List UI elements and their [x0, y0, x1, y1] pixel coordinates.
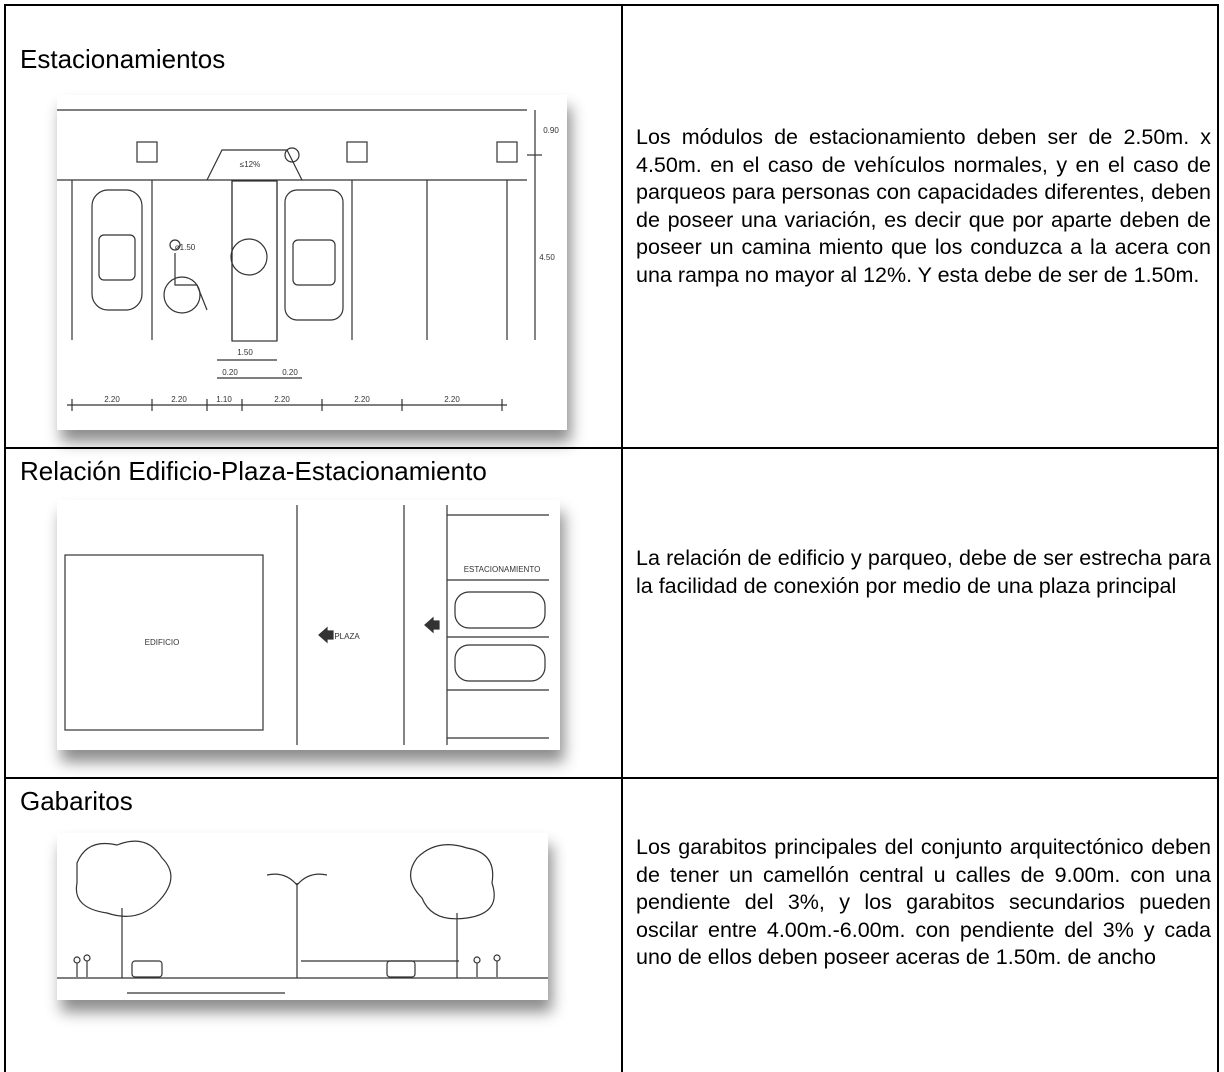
border: [4, 4, 6, 1072]
row-description: Los módulos de estacionamiento deben ser…: [636, 125, 1211, 287]
row-title: Gabaritos: [20, 786, 133, 816]
drawing-label: 2.20: [274, 395, 290, 404]
gabarito-drawing: [57, 833, 548, 1000]
row-title: Relación Edificio-Plaza-Estacionamiento: [20, 456, 487, 486]
drawing-label: 0.20: [222, 368, 238, 377]
drawing-label: PLAZA: [334, 632, 360, 641]
drawing-label: 2.20: [354, 395, 370, 404]
border: [4, 4, 1219, 6]
plaza-drawing: EDIFICIO PLAZA ESTACIONAMIENTO: [57, 500, 560, 750]
row-description: Los garabitos principales del conjunto a…: [636, 835, 1211, 969]
drawing-label: ≤12%: [240, 160, 260, 169]
drawing-label: 1.10: [216, 395, 232, 404]
border: [4, 777, 1219, 779]
border: [621, 4, 623, 1072]
drawing-label: 0.90: [543, 126, 559, 135]
row-title: Estacionamientos: [20, 44, 226, 74]
drawing-label: 0.20: [282, 368, 298, 377]
border: [1217, 4, 1219, 1072]
drawing-label: 2.20: [444, 395, 460, 404]
drawing-label: 1.50: [237, 348, 253, 357]
drawing-label: 4.50: [539, 253, 555, 262]
parking-drawing: 0.90 ≤12% 4.50 ø1.50 1.50 0.20 0.20 2.20 2.20 1.1…: [57, 95, 567, 430]
row-description: La relación de edificio y parqueo, debe …: [636, 546, 1211, 598]
drawing-label: 2.20: [104, 395, 120, 404]
drawing-label: ESTACIONAMIENTO: [464, 565, 541, 574]
drawing-label: EDIFICIO: [145, 638, 180, 647]
drawing-label: ø1.50: [175, 243, 196, 252]
border: [4, 447, 1219, 449]
drawing-label: 2.20: [171, 395, 187, 404]
